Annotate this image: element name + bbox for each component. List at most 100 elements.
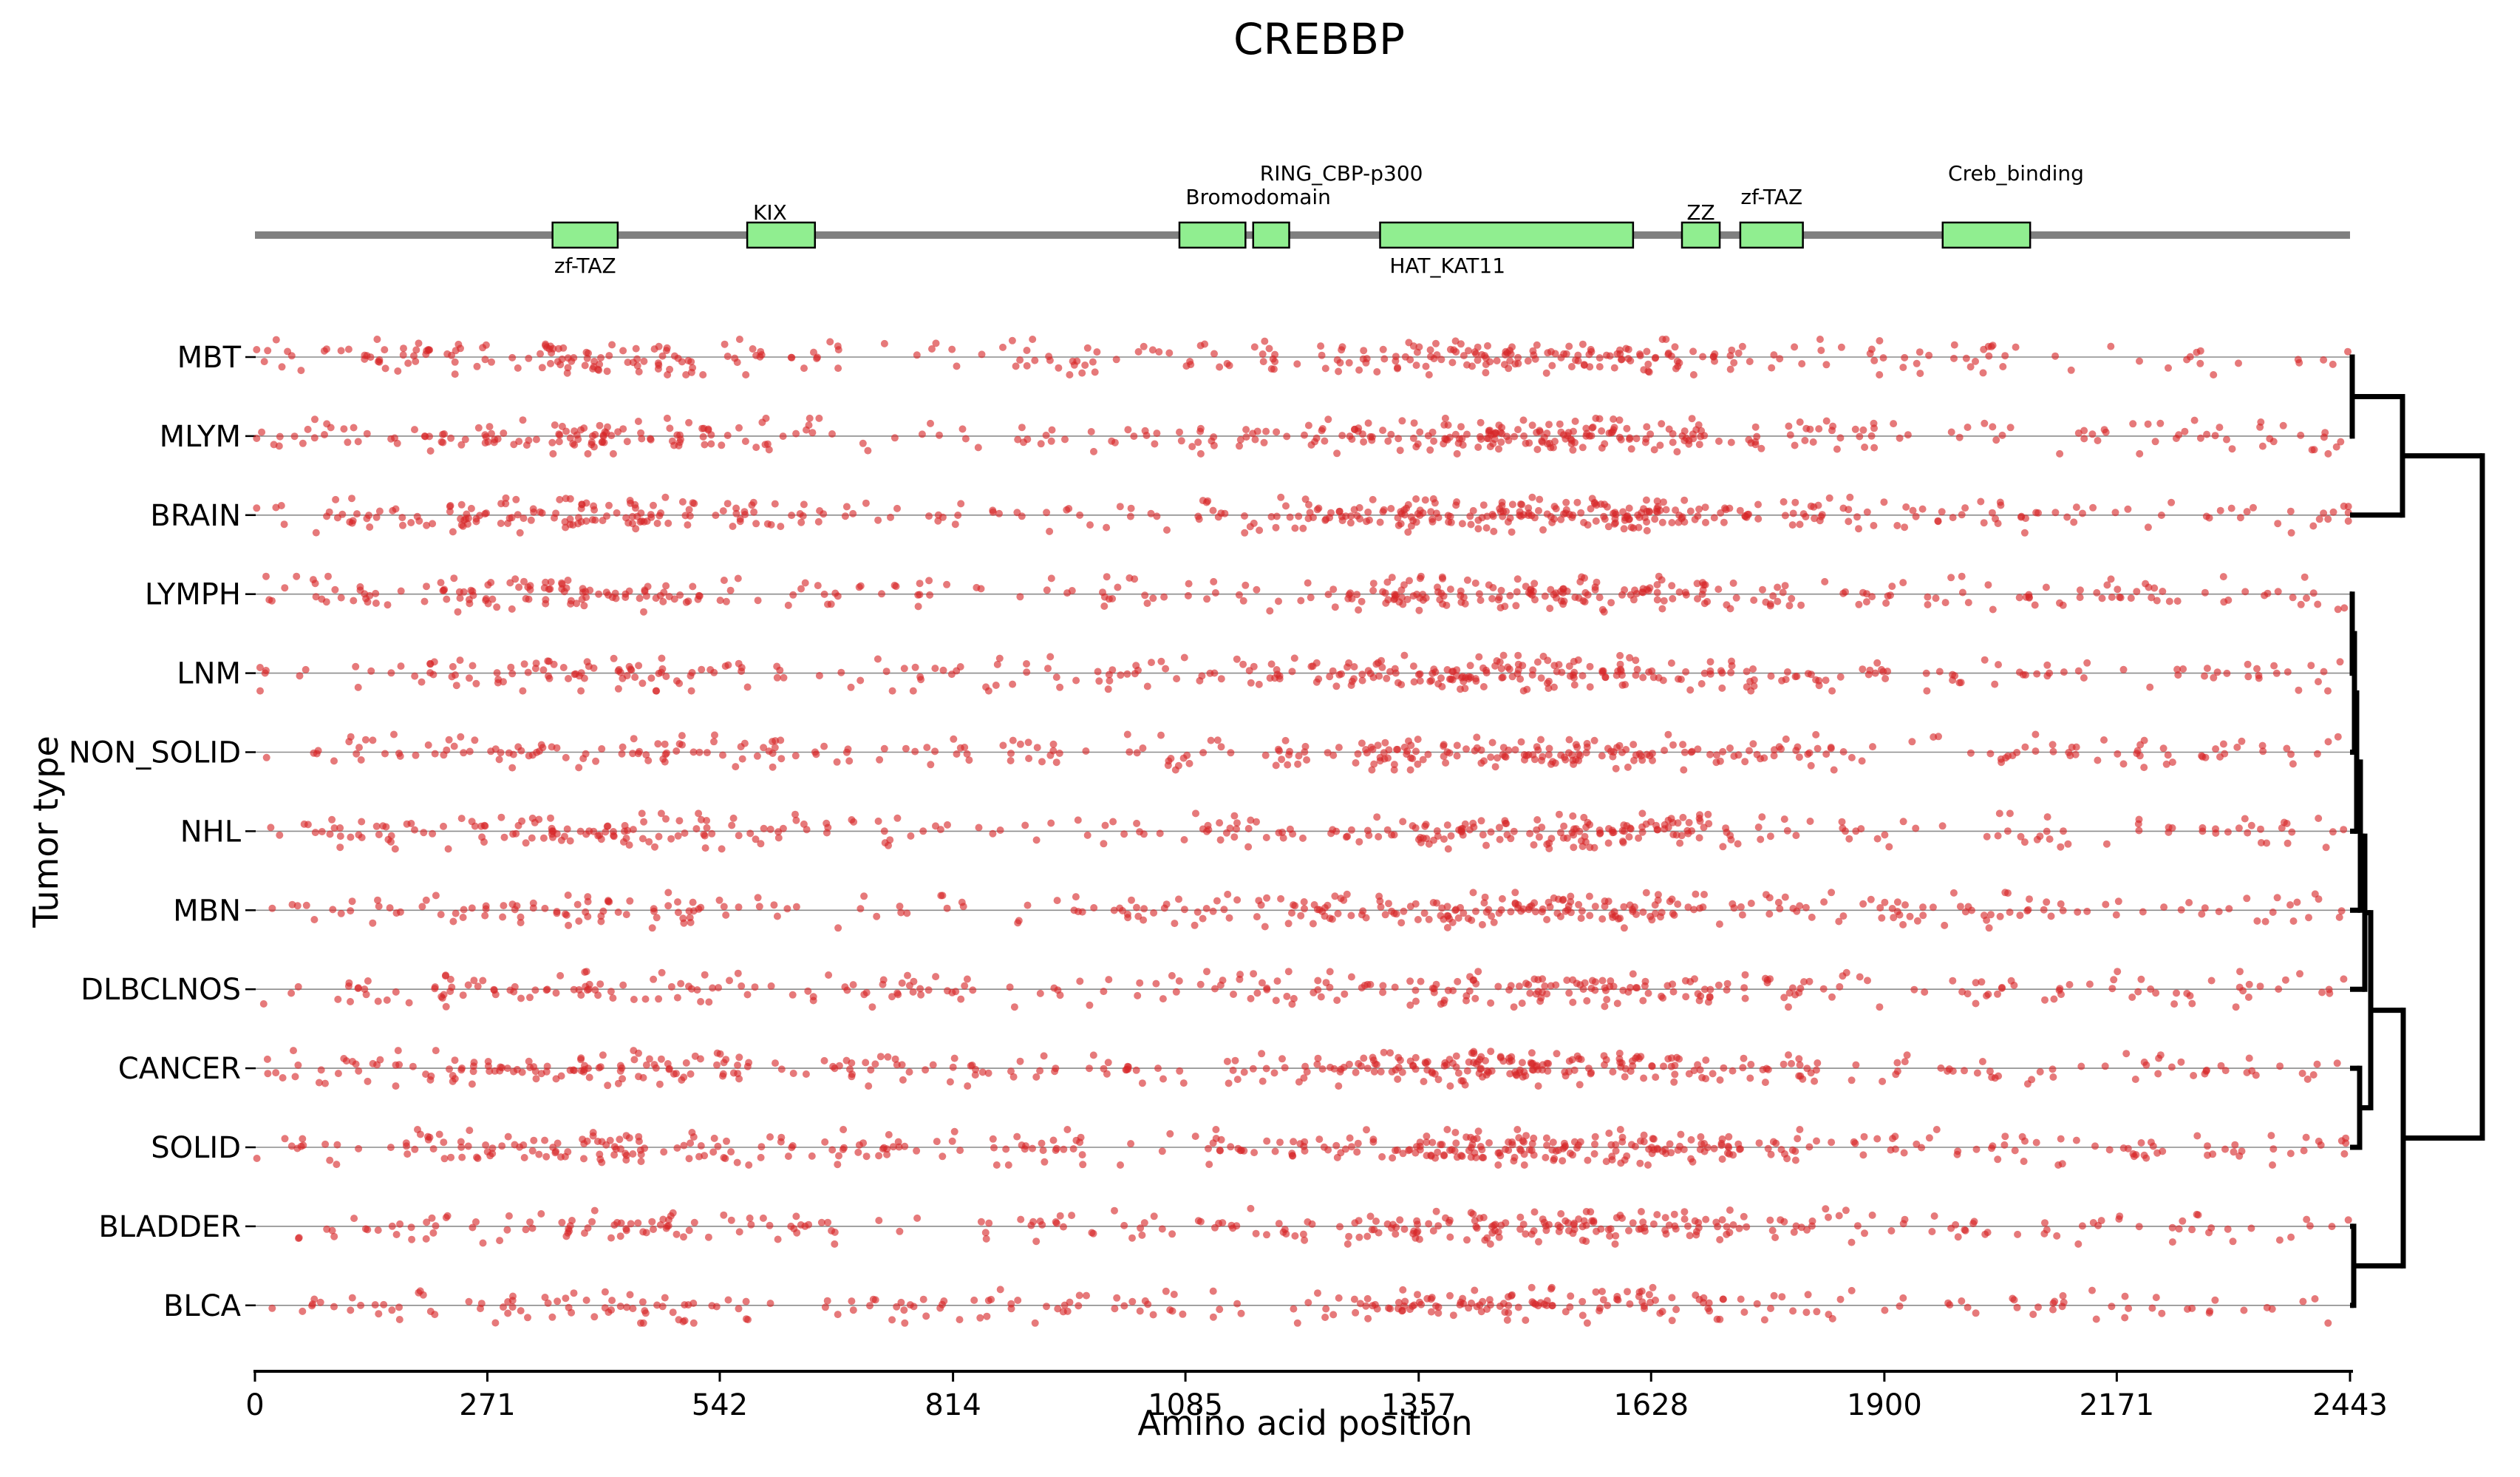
mutation-dot (937, 892, 945, 900)
mutation-dot (565, 1303, 573, 1311)
mutation-dot (1822, 1205, 1830, 1213)
mutation-dot (1593, 1227, 1600, 1235)
mutation-dot (982, 683, 990, 691)
mutation-dot (691, 1052, 699, 1060)
mutation-dot (372, 589, 380, 597)
mutation-dot (613, 509, 621, 517)
mutation-dot (1541, 592, 1549, 600)
mutation-dot (519, 416, 527, 424)
mutation-dot (279, 1074, 287, 1082)
mutation-dot (1446, 512, 1454, 520)
mutation-dot (1072, 893, 1080, 901)
mutation-dot (1680, 766, 1688, 774)
mutation-dot (1038, 758, 1046, 766)
mutation-dot (497, 520, 505, 527)
mutation-dot (585, 985, 593, 994)
mutation-dot (1227, 749, 1235, 757)
mutation-dot (1674, 1146, 1682, 1154)
mutation-dot (1428, 428, 1437, 436)
mutation-dot (1573, 1052, 1581, 1060)
mutation-dot (1530, 351, 1538, 359)
mutation-dot (2302, 1133, 2310, 1141)
mutation-dot (1726, 365, 1734, 373)
mutation-dot (1216, 981, 1225, 989)
mutation-dot (387, 832, 395, 840)
mutation-dot (291, 1073, 299, 1081)
mutation-dot (1890, 420, 1898, 428)
mutation-dot (1467, 1133, 1475, 1141)
mutation-dot (1636, 1137, 1644, 1145)
mutation-dot (1442, 1214, 1449, 1222)
mutation-dot (1619, 838, 1627, 846)
mutation-dot (2276, 1062, 2284, 1070)
mutation-dot (396, 1220, 404, 1228)
mutation-dot (804, 987, 812, 995)
mutation-dot (1559, 600, 1567, 608)
mutation-dot (1394, 1075, 1402, 1083)
mutation-dot (1850, 1138, 1858, 1146)
mutation-dot (326, 1156, 334, 1164)
mutation-dot (752, 835, 760, 843)
mutation-dot (2041, 996, 2049, 1004)
mutation-dot (508, 353, 517, 361)
mutation-dot (1400, 743, 1409, 751)
mutation-dot (1318, 1065, 1327, 1073)
mutation-dot (1598, 752, 1606, 760)
mutation-dot (789, 991, 797, 999)
mutation-dot (1568, 514, 1576, 522)
mutation-dot (1522, 1316, 1530, 1324)
mutation-dot (1769, 592, 1777, 600)
mutation-dot (1845, 835, 1853, 843)
mutation-dot (1414, 1220, 1421, 1229)
mutation-dot (1522, 1132, 1530, 1140)
row-label-LYMPH: LYMPH (145, 578, 241, 612)
mutation-dot (1702, 518, 1709, 526)
mutation-dot (1100, 593, 1109, 601)
mutation-dot (1068, 587, 1076, 594)
row-label-BLCA: BLCA (163, 1289, 242, 1323)
mutation-dot (488, 429, 495, 438)
mutation-dot (1562, 907, 1570, 915)
mutation-dot (1469, 819, 1477, 827)
mutation-dot (1662, 1150, 1670, 1158)
mutation-dot (1888, 583, 1896, 591)
mutation-dot (1582, 1237, 1590, 1246)
mutation-dot (2258, 442, 2267, 450)
mutation-dot (1797, 985, 1805, 992)
mutation-dot (805, 1220, 813, 1229)
mutation-dot (347, 833, 355, 841)
mutation-dot (1460, 352, 1468, 360)
mutation-dot (1506, 347, 1513, 355)
mutation-dot (1767, 1305, 1774, 1312)
mutation-dot (1860, 1133, 1868, 1141)
mutation-dot (410, 352, 418, 360)
mutation-dot (1297, 911, 1305, 920)
mutation-dot (2157, 512, 2165, 519)
mutation-dot (457, 1143, 466, 1151)
mutation-dot (1885, 843, 1893, 851)
mutation-dot (1384, 754, 1392, 762)
mutation-dot (607, 1234, 615, 1242)
mutation-dot (1837, 343, 1845, 351)
mutation-dot (2164, 751, 2172, 759)
mutation-dot (873, 912, 881, 920)
mutation-dot (2337, 907, 2346, 915)
mutation-dot (1317, 993, 1325, 1001)
mutation-dot (465, 1297, 473, 1305)
mutation-dot (1528, 671, 1536, 679)
mutation-dot (1279, 834, 1287, 842)
mutation-dot (1437, 589, 1445, 597)
mutation-dot (635, 367, 643, 376)
mutation-dot (642, 592, 650, 600)
mutation-dot (411, 426, 418, 434)
mutation-dot (1729, 1221, 1737, 1229)
mutation-dot (1695, 505, 1703, 513)
mutation-dot (1235, 591, 1243, 599)
mutation-dot (1991, 680, 1999, 688)
mutation-dot (722, 597, 730, 605)
mutation-dot (2057, 900, 2065, 908)
mutation-dot (1318, 351, 1326, 359)
mutation-dot (1249, 429, 1257, 438)
mutation-dot (1600, 608, 1608, 616)
mutation-dot (2009, 752, 2017, 760)
